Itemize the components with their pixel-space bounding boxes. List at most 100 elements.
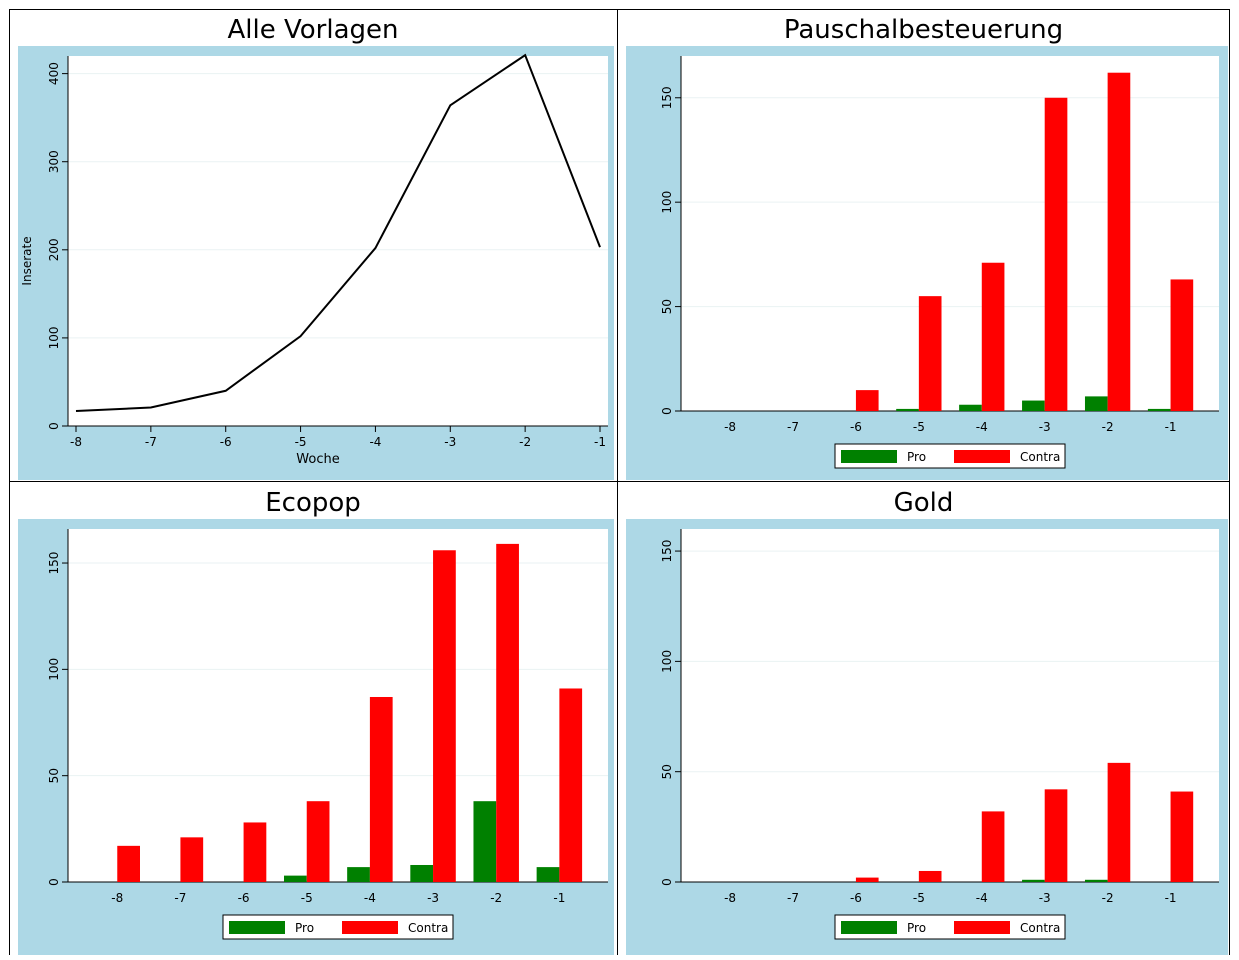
x-tick-label: -7 [145, 435, 157, 449]
y-tick-label: 400 [47, 62, 61, 85]
x-tick-label: -7 [174, 891, 186, 905]
bar-contra [919, 871, 942, 882]
y-tick-label: 50 [660, 299, 674, 314]
bar-contra [919, 296, 942, 411]
bar-pro [410, 865, 433, 882]
y-tick-label: 150 [660, 86, 674, 109]
chart-panel: 0 50 100 150 -8 -7 -6 -5 -4 -3 -2 -1 Pro Contra [18, 519, 614, 955]
chart-title: Ecopop [9, 488, 617, 518]
plot-area [68, 529, 608, 882]
x-tick-label: -5 [913, 891, 925, 905]
legend-key-pro [841, 450, 897, 463]
bar-chart-ecopop: 0 50 100 150 -8 -7 -6 -5 -4 -3 -2 -1 Pro Contra [18, 519, 614, 955]
bar-contra [856, 878, 879, 882]
bar-contra [117, 846, 140, 882]
legend-key-pro [229, 921, 285, 934]
y-tick-label: 150 [47, 552, 61, 575]
x-tick-label: -8 [724, 420, 736, 434]
x-tick-label: -2 [1102, 420, 1114, 434]
cell-pauschalbesteuerung: Pauschalbesteuerung 0 50 100 150 -8 -7 -6 -5 -4 -… [618, 9, 1229, 481]
y-tick-label: 0 [47, 878, 61, 886]
x-tick-label: -6 [850, 420, 862, 434]
bar-pro [1148, 409, 1171, 411]
x-tick-label: -3 [444, 435, 456, 449]
x-tick-label: -7 [787, 891, 799, 905]
x-tick-label: -8 [70, 435, 82, 449]
x-tick-label: -8 [111, 891, 123, 905]
y-tick-label: 0 [660, 878, 674, 886]
x-tick-label: -5 [301, 891, 313, 905]
x-tick-label: -5 [913, 420, 925, 434]
line-chart-alle-vorlagen: 0100200300400-8-7-6-5-4-3-2-1WocheInsera… [18, 46, 614, 480]
bar-pro [1085, 396, 1108, 411]
bar-pro [896, 409, 919, 411]
bar-pro [284, 876, 307, 882]
legend-label-pro: Pro [907, 921, 926, 935]
x-tick-label: -3 [427, 891, 439, 905]
x-tick-label: -8 [724, 891, 736, 905]
bar-contra [1045, 98, 1068, 411]
x-tick-label: -7 [787, 420, 799, 434]
legend-key-contra [954, 921, 1010, 934]
x-tick-label: -2 [490, 891, 502, 905]
y-tick-label: 0 [660, 407, 674, 415]
x-tick-label: -6 [238, 891, 250, 905]
x-tick-label: -5 [295, 435, 307, 449]
y-tick-label: 100 [47, 326, 61, 349]
plot-area [681, 56, 1219, 411]
bar-contra [856, 390, 879, 411]
y-tick-label: 150 [660, 540, 674, 563]
legend-key-pro [841, 921, 897, 934]
bar-pro [537, 867, 560, 882]
y-tick-label: 300 [47, 150, 61, 173]
x-tick-label: -2 [519, 435, 531, 449]
x-tick-label: -1 [594, 435, 606, 449]
plot-area [68, 56, 608, 426]
chart-title: Pauschalbesteuerung [618, 15, 1229, 45]
x-tick-label: -2 [1102, 891, 1114, 905]
chart-title: Gold [618, 488, 1229, 518]
x-tick-label: -6 [850, 891, 862, 905]
x-tick-label: -3 [1039, 420, 1051, 434]
bar-contra [307, 801, 330, 882]
x-tick-label: -1 [553, 891, 565, 905]
legend-label-contra: Contra [1020, 921, 1060, 935]
bar-pro [959, 405, 982, 411]
y-tick-label: 0 [47, 422, 61, 430]
cell-ecopop: Ecopop 0 50 100 150 -8 -7 -6 -5 -4 -3 -2 -1 Pro Contr… [9, 482, 617, 955]
bar-contra [370, 697, 393, 882]
legend-label-pro: Pro [295, 921, 314, 935]
plot-area [681, 529, 1219, 882]
bar-pro [347, 867, 370, 882]
bar-contra [1108, 763, 1131, 882]
legend-label-contra: Contra [408, 921, 448, 935]
x-tick-label: -4 [976, 891, 988, 905]
bar-contra [433, 550, 456, 882]
x-tick-label: -4 [364, 891, 376, 905]
y-tick-label: 100 [660, 191, 674, 214]
legend-key-contra [954, 450, 1010, 463]
bar-pro [1022, 880, 1045, 882]
bar-contra [982, 263, 1005, 411]
bar-contra [982, 811, 1005, 882]
x-tick-label: -6 [220, 435, 232, 449]
grid-border-right [1229, 9, 1230, 955]
bar-contra [1108, 73, 1131, 411]
x-axis-label: Woche [296, 452, 339, 467]
bar-pro [1022, 401, 1045, 411]
x-tick-label: -4 [976, 420, 988, 434]
bar-contra [559, 688, 582, 882]
y-tick-label: 100 [47, 658, 61, 681]
y-tick-label: 50 [47, 768, 61, 783]
bar-contra [1171, 792, 1194, 882]
y-tick-label: 200 [47, 238, 61, 261]
legend-label-pro: Pro [907, 450, 926, 464]
bar-contra [496, 544, 519, 882]
